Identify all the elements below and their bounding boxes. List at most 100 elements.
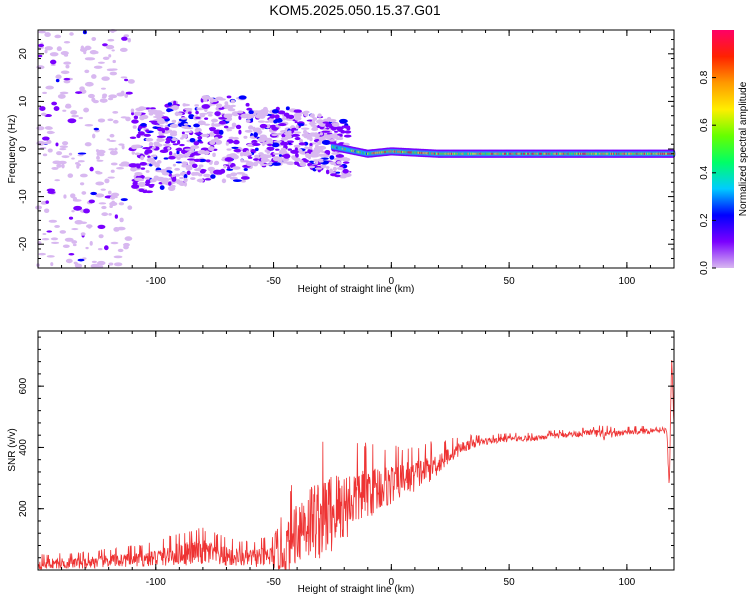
spectrogram-cell-234 — [57, 94, 66, 99]
spectrogram-cell-125 — [84, 45, 92, 51]
spectrogram-cell-700 — [162, 143, 172, 147]
colorbar-tick-label-0: 0.0 — [699, 261, 710, 275]
spectrogram-cell-66 — [46, 230, 53, 233]
spectrogram-cell-1120 — [184, 152, 191, 158]
spectrogram-cell-210 — [118, 163, 127, 167]
spectrogram-cell-909 — [156, 160, 162, 164]
spectrogram-cell-1029 — [208, 127, 216, 131]
spectrogram-cell-921 — [171, 137, 178, 142]
spectrogram-cell-1128 — [224, 157, 234, 162]
spectrogram-cell-135 — [116, 92, 125, 97]
spectrogram-cell-195 — [109, 133, 115, 138]
spectrogram-cell-410 — [183, 174, 188, 179]
spectrogram-cell-1157 — [181, 125, 190, 129]
spectrogram-cell-735 — [219, 120, 226, 125]
spectrogram-cell-319 — [131, 111, 135, 116]
spectrogram-cell-826 — [306, 136, 311, 140]
spectrogram-cell-409 — [309, 160, 315, 163]
spectrogram-cell-629 — [171, 119, 177, 124]
spectrogram-cell-624 — [300, 127, 310, 130]
spectrogram-cell-16 — [55, 142, 59, 147]
spectrogram-cell-975 — [272, 152, 281, 155]
spectrogram-cell-912 — [155, 124, 164, 128]
spectrogram-cell-1099 — [179, 176, 184, 180]
spectrogram-cell-994 — [187, 111, 192, 115]
spectrogram-cell-576 — [304, 146, 309, 150]
spectrogram-cell-179 — [102, 43, 108, 47]
spectrogram-cell-103 — [65, 64, 70, 69]
spectrogram-cell-54 — [108, 148, 115, 151]
spectrogram-cell-718 — [145, 129, 150, 133]
spectrogram-cell-995 — [144, 190, 153, 194]
spectrogram-cell-1124 — [227, 161, 232, 165]
spectrogram-cell-162 — [70, 110, 78, 115]
spectrogram-cell-561 — [193, 123, 200, 128]
spectrogram-cell-950 — [262, 106, 268, 112]
spectrogram-cell-533 — [129, 136, 137, 139]
spectrogram-cell-934 — [199, 112, 206, 118]
spectrogram-cell-489 — [337, 136, 344, 141]
spectrogram-cell-170 — [73, 261, 78, 265]
spectrogram-cell-1083 — [155, 113, 164, 117]
spectrogram-cell-219 — [120, 198, 128, 202]
chart-title: KOM5.2025.050.15.37.G01 — [269, 2, 440, 18]
spectrogram-cell-1011 — [244, 129, 253, 133]
spectrogram-cell-1158 — [323, 153, 327, 157]
spectrogram-cell-1088 — [309, 142, 313, 146]
spectrogram-cell-254 — [125, 91, 133, 95]
spectrogram-cell-15 — [83, 107, 90, 113]
spectrogram-cell-211 — [84, 57, 93, 61]
spectrogram-cell-206 — [91, 36, 97, 41]
spectrogram-cell-225 — [97, 260, 106, 266]
spectrogram-cell-1112 — [204, 150, 210, 156]
spectrogram-cell-785 — [287, 140, 294, 143]
spectrogram-cell-592 — [168, 173, 173, 177]
spectrogram-cell-969 — [325, 122, 331, 128]
spectrogram-cell-1154 — [203, 98, 208, 102]
spectrogram-cell-118 — [102, 93, 108, 98]
spectrogram-cell-1016 — [175, 179, 181, 184]
spectrogram-cell-379 — [247, 156, 253, 159]
spectrogram-cell-808 — [184, 107, 193, 111]
spectrogram-cell-1097 — [147, 108, 152, 113]
spectrogram-cell-55 — [110, 162, 118, 166]
spectrogram-cell-345 — [246, 107, 253, 111]
spectrogram-cell-34 — [69, 32, 74, 36]
spectrogram-cell-849 — [240, 159, 244, 163]
spectrogram-cell-92 — [107, 190, 112, 195]
spectrogram-cell-552 — [293, 131, 302, 134]
spectrogram-cell-430 — [226, 148, 232, 151]
spectrogram-cell-155 — [42, 91, 47, 95]
spectrogram-cell-196 — [112, 119, 119, 124]
snr-x-tick-label-4: 100 — [619, 577, 636, 588]
spectrogram-cell-150 — [87, 93, 95, 99]
spectrogram-cell-834 — [252, 161, 259, 167]
spectrogram-cell-127 — [67, 173, 74, 178]
spectrogram-cell-936 — [330, 173, 337, 177]
spectrogram-cell-1086 — [142, 146, 152, 150]
spectrogram-cell-246 — [77, 163, 81, 167]
spectrogram-cell-51 — [108, 212, 112, 216]
spectrogram-cell-662 — [177, 139, 181, 145]
spectrogram-cell-38 — [47, 148, 53, 153]
spectrogram-cell-1067 — [176, 147, 183, 152]
spectrogram-cell-1061 — [171, 176, 177, 182]
spectrogram-cell-288 — [293, 144, 301, 148]
spectrogram-cell-621 — [186, 170, 191, 175]
spectrogram-cell-966 — [329, 139, 336, 142]
spectrogram-cell-776 — [271, 142, 280, 148]
spectrogram-cell-888 — [172, 163, 177, 167]
spectrogram-cell-167 — [91, 74, 97, 79]
spectrogram-cell-216 — [70, 193, 76, 199]
spectrogram-cell-978 — [170, 184, 176, 188]
spectrogram-cell-1144 — [340, 130, 346, 134]
spectrogram-cell-94 — [109, 71, 118, 76]
spectrogram-cell-889 — [230, 104, 236, 108]
spectrogram-cell-1096 — [293, 112, 302, 118]
spectrogram-cell-180 — [93, 127, 100, 131]
spectrogram-cell-215 — [52, 160, 62, 165]
spectrogram-cell-984 — [315, 160, 319, 165]
spectrogram-cell-139 — [71, 228, 79, 231]
spectrogram-cell-1114 — [283, 132, 292, 136]
spectrogram-cell-37 — [98, 202, 107, 205]
